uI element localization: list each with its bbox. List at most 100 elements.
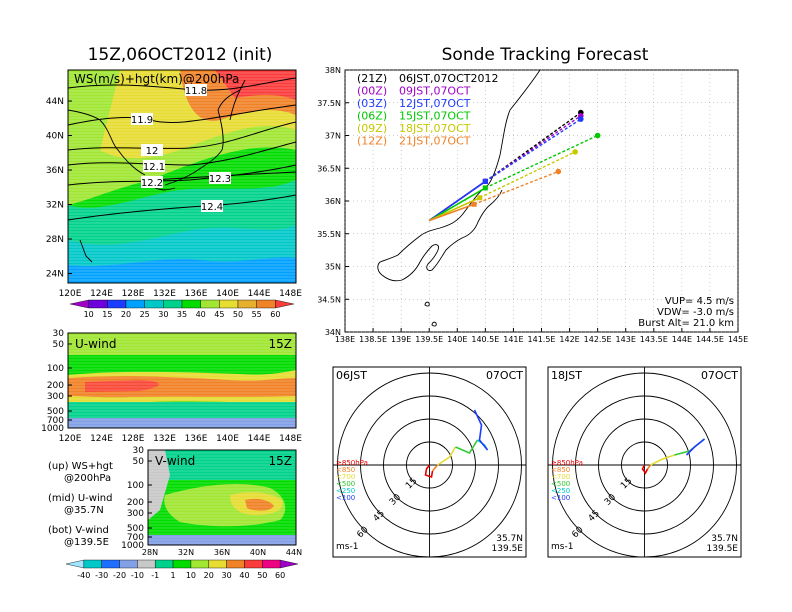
- track-lon-label: 141E: [503, 335, 523, 344]
- track-info: VDW= -3.0 m/s: [657, 307, 734, 318]
- right-title: Sonde Tracking Forecast: [442, 45, 649, 65]
- track-lat-label: 38N: [325, 66, 341, 75]
- v-wind-x-label: 32N: [178, 548, 194, 557]
- note-mid-level: @35.7N: [64, 505, 104, 516]
- track-lat-label: 35N: [325, 263, 341, 272]
- wind-colorbar-tick: -30: [95, 571, 108, 580]
- wind-colorbar-tick: -10: [131, 571, 144, 580]
- legend-jst: 09JST,07OCT: [399, 85, 471, 98]
- track-lat-label: 36.5N: [317, 164, 341, 173]
- track-lon-label: 138.5E: [359, 335, 387, 344]
- burst-point: [477, 195, 483, 201]
- contour-label: 12.2: [141, 178, 163, 189]
- v-wind-y-label: 200: [127, 498, 144, 508]
- hodograph-legend: ≥850hPa: [551, 459, 583, 467]
- note-up-level: @200hPa: [64, 473, 111, 484]
- landing-point: [594, 132, 601, 139]
- wind-colorbar: -40 -30 -20 -10 -1 1 10 20 30 40 50 60: [65, 559, 299, 580]
- colorbar-tick: 25: [140, 310, 150, 319]
- map-lon-label: 120E: [59, 289, 82, 299]
- colorbar-swatch: [237, 299, 257, 309]
- hodograph-lon: 139.5E: [492, 544, 524, 554]
- colorbar-swatch: [200, 299, 220, 309]
- hodograph-trace: [646, 464, 652, 470]
- wind-colorbar-tick: 1: [171, 571, 176, 580]
- wind-colorbar-swatch: [262, 559, 281, 569]
- track-panel: 138E 138.5E 139E 139.5E 140E 140.5E 141E 141.5E…: [317, 66, 748, 344]
- contour-label-bg: [209, 172, 231, 184]
- u-wind-x-label: 128E: [122, 434, 145, 444]
- colorbar-swatch: [256, 299, 276, 309]
- track-lat-label: 35.5N: [317, 230, 341, 239]
- track-ascent-5: [428, 203, 475, 222]
- left-title: 15Z,06OCT2012 (init): [88, 45, 273, 65]
- v-wind-y-label: 300: [127, 509, 144, 519]
- v-wind-x-label: 40N: [250, 548, 266, 557]
- legend-utc: (06Z): [357, 110, 387, 123]
- wind-colorbar-swatch: [155, 559, 174, 569]
- legend-jst: 18JST,07OCT: [399, 122, 471, 135]
- wind-colorbar-tick: 40: [239, 571, 249, 580]
- u-wind-y-label: 100: [47, 364, 64, 374]
- wind-colorbar-swatch: [279, 559, 299, 569]
- track-lat-label: 36N: [325, 197, 341, 206]
- hodograph-trace: [431, 464, 439, 472]
- hodograph-time: 06JST: [336, 369, 367, 382]
- colorbar-tick: 30: [158, 310, 168, 319]
- track-lon-label: 143.5E: [640, 335, 668, 344]
- note-bot-level: @139.5E: [64, 537, 109, 548]
- legend-jst: 21JST,07OCT: [399, 135, 471, 148]
- contour-label: 12.3: [209, 174, 231, 185]
- track-lon-label: 144E: [672, 335, 692, 344]
- track-descent-2: [484, 118, 582, 182]
- wind-colorbar-swatch: [244, 559, 263, 569]
- hodograph-legend: <100: [336, 494, 355, 502]
- u-wind-y-label: 30: [53, 329, 65, 339]
- track-lon-label: 139E: [391, 335, 411, 344]
- wind-colorbar-swatch: [101, 559, 120, 569]
- hodograph-legend: <250: [336, 487, 355, 495]
- map-lat-label: 40N: [46, 132, 64, 142]
- note-bot: (bot) V-wind: [48, 525, 109, 536]
- landing-point: [578, 116, 584, 122]
- v-wind-x-label: 28N: [142, 548, 158, 557]
- wind-colorbar-swatch: [119, 559, 138, 569]
- u-wind-y-label: 50: [53, 340, 65, 350]
- track-ascent-2: [428, 180, 486, 222]
- hodograph-legend: <500: [551, 480, 570, 488]
- hodograph-trace: [650, 454, 675, 466]
- colorbar-tick: 45: [214, 310, 224, 319]
- u-wind-x-label: 132E: [153, 434, 176, 444]
- colorbar-swatch: [181, 299, 201, 309]
- colorbar-tick: 10: [84, 310, 94, 319]
- colorbar-tick: 20: [121, 310, 131, 319]
- hodograph-unit: ms-1: [336, 542, 358, 552]
- hodograph-trace: [424, 464, 434, 479]
- u-wind-time: 15Z: [269, 337, 293, 351]
- hodograph-trace: [641, 464, 649, 475]
- hodograph-time: 18JST: [551, 369, 582, 382]
- colorbar-swatch: [275, 299, 295, 309]
- wind-colorbar-swatch: [65, 559, 85, 569]
- hodograph-legend: <700: [336, 473, 355, 481]
- map-lon-label: 144E: [248, 289, 271, 299]
- v-wind-y-label: 500: [127, 524, 144, 534]
- track-lon-label: 144.5E: [696, 335, 724, 344]
- v-wind-y-label: 1000: [121, 541, 144, 551]
- u-wind-x-label: 136E: [185, 434, 208, 444]
- track-lat-label: 37.5N: [317, 99, 341, 108]
- v-wind-title: V-wind: [155, 454, 195, 468]
- map-lon-label: 136E: [185, 289, 208, 299]
- hodograph-legend: <100: [551, 494, 570, 502]
- wind-colorbar-swatch: [190, 559, 209, 569]
- u-wind-x-label: 144E: [248, 434, 271, 444]
- contour-label-bg: [141, 176, 163, 188]
- wind-colorbar-swatch: [83, 559, 102, 569]
- wind-colorbar-swatch: [137, 559, 156, 569]
- u-wind-y-label: 1000: [41, 424, 64, 434]
- legend-jst: 06JST,07OCT2012: [399, 72, 499, 85]
- hodograph-trace: [685, 438, 705, 456]
